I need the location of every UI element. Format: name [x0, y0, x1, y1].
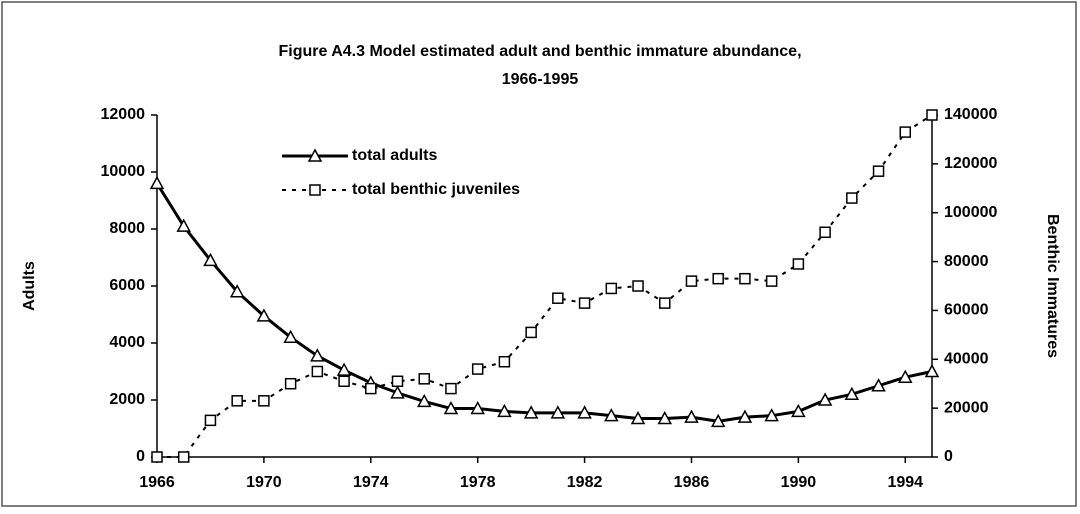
point — [685, 275, 698, 287]
point — [898, 369, 913, 383]
y-tick-label: 10000 — [101, 163, 146, 180]
point — [470, 400, 485, 415]
point — [336, 362, 352, 376]
y2-axis-label: Benthic Immatures — [1044, 214, 1061, 358]
point — [443, 400, 459, 415]
point — [764, 408, 779, 422]
x-tick-label: 1978 — [460, 474, 496, 491]
y-axis-label: Adults — [21, 261, 38, 311]
point — [712, 272, 724, 285]
y2-tick-label: 20000 — [944, 399, 989, 416]
point — [659, 297, 671, 309]
point — [338, 375, 350, 388]
point — [552, 292, 564, 304]
point — [523, 405, 539, 419]
point — [924, 363, 940, 378]
point — [204, 414, 217, 427]
y2-tick-label: 100000 — [944, 204, 997, 221]
point — [311, 365, 324, 378]
point — [817, 392, 833, 406]
point — [445, 382, 457, 395]
point — [605, 282, 618, 295]
point — [256, 308, 272, 322]
series-line — [157, 114, 933, 458]
point — [737, 409, 753, 423]
point — [498, 355, 511, 368]
point — [684, 409, 699, 423]
point — [177, 451, 190, 463]
chart-title: 1966-1995 — [502, 71, 579, 88]
point — [231, 395, 243, 407]
point — [365, 382, 377, 395]
x-tick-label: 1966 — [139, 474, 175, 491]
y2-tick-label: 140000 — [944, 106, 997, 123]
legend-marker — [307, 148, 323, 162]
x-tick-label: 1970 — [246, 474, 282, 491]
y2-tick-label: 60000 — [944, 302, 989, 319]
y2-tick-label: 120000 — [944, 155, 997, 172]
point — [497, 403, 512, 418]
point — [284, 377, 297, 390]
series-line — [155, 182, 933, 423]
y-tick-label: 6000 — [109, 277, 145, 294]
y2-tick-label: 0 — [944, 448, 953, 465]
point — [471, 363, 484, 375]
point — [176, 218, 191, 232]
point — [390, 385, 405, 399]
legend-label: total benthic juveniles — [352, 181, 520, 198]
legend-marker — [309, 184, 321, 196]
y2-tick-label: 80000 — [944, 253, 989, 270]
x-tick-label: 1994 — [887, 474, 923, 491]
point — [550, 405, 566, 419]
point — [899, 126, 912, 138]
point — [819, 226, 831, 239]
point — [151, 451, 163, 463]
point — [926, 109, 938, 121]
y-tick-label: 8000 — [109, 220, 145, 237]
chart-title: Figure A4.3 Model estimated adult and be… — [278, 43, 801, 60]
point — [418, 373, 430, 385]
x-tick-label: 1990 — [781, 474, 817, 491]
point — [149, 175, 165, 190]
point — [525, 326, 537, 339]
point — [846, 192, 858, 204]
point — [792, 258, 805, 270]
y-tick-label: 2000 — [109, 391, 145, 408]
point — [844, 386, 860, 401]
point — [791, 403, 806, 418]
point — [283, 329, 298, 344]
x-tick-label: 1982 — [567, 474, 603, 491]
point — [657, 410, 673, 425]
point — [310, 348, 325, 362]
legend-label: total adults — [352, 147, 437, 164]
point — [229, 284, 245, 298]
point — [203, 252, 218, 267]
y-tick-label: 4000 — [109, 334, 145, 351]
point — [710, 413, 726, 428]
point — [604, 408, 619, 422]
y2-tick-label: 40000 — [944, 351, 989, 368]
point — [416, 393, 432, 408]
point — [577, 405, 592, 419]
y-tick-label: 12000 — [101, 106, 146, 123]
point — [765, 275, 778, 287]
point — [632, 280, 644, 292]
point — [872, 165, 885, 177]
point — [739, 272, 751, 285]
point — [258, 395, 270, 407]
x-tick-label: 1986 — [674, 474, 710, 491]
point — [871, 378, 886, 392]
point — [578, 297, 591, 309]
point — [630, 410, 646, 425]
y-tick-label: 0 — [136, 448, 145, 465]
point — [391, 375, 404, 388]
x-tick-label: 1974 — [353, 474, 389, 491]
